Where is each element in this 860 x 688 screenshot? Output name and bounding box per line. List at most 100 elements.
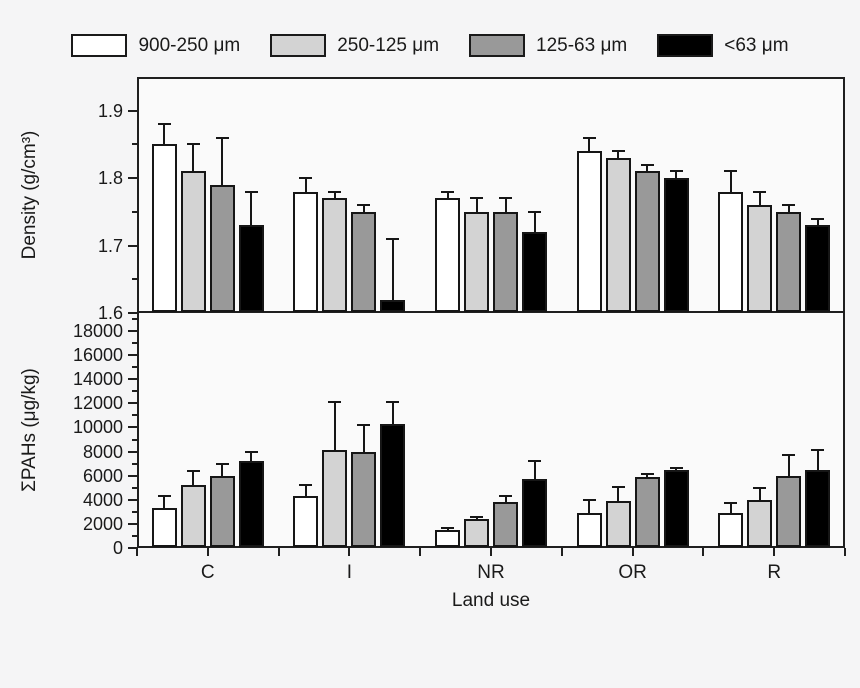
bar-C-900-250 μm bbox=[151, 508, 177, 547]
bar-I-<63 μm bbox=[380, 423, 406, 547]
x-tick bbox=[844, 548, 846, 556]
y-minor-tick bbox=[132, 462, 137, 465]
error-bar-stem bbox=[362, 205, 365, 212]
x-category-label: OR bbox=[618, 562, 647, 583]
y-major-tick bbox=[128, 547, 137, 549]
error-bar-cap bbox=[753, 190, 767, 193]
bar-OR-125-63 μm bbox=[634, 171, 660, 312]
y-tick-label: 16000 bbox=[72, 345, 123, 366]
legend-label: 250-125 μm bbox=[337, 35, 440, 56]
y-major-tick bbox=[128, 378, 137, 381]
y-tick-label: 12000 bbox=[72, 393, 123, 414]
y-major-tick bbox=[128, 312, 137, 314]
bar-NR-125-63 μm bbox=[493, 211, 518, 312]
error-bar-cap bbox=[157, 123, 171, 126]
legend-swatch-under-63 bbox=[657, 34, 714, 57]
x-category-label: C bbox=[200, 562, 215, 583]
error-bar-cap bbox=[528, 460, 541, 463]
error-bar-cap bbox=[753, 486, 767, 489]
bar-OR-900-250 μm bbox=[576, 151, 602, 312]
error-bar-stem bbox=[304, 178, 307, 192]
y-minor-tick bbox=[132, 510, 137, 513]
error-bar-cap bbox=[669, 170, 683, 173]
error-bar-stem bbox=[475, 198, 478, 212]
y-minor-tick bbox=[132, 278, 137, 281]
x-category-label: I bbox=[346, 562, 353, 583]
y-major-tick bbox=[128, 426, 137, 429]
error-bar-stem bbox=[163, 496, 166, 509]
legend-swatch-900-250 bbox=[71, 34, 128, 57]
bar-NR-900-250 μm bbox=[435, 198, 460, 312]
bar-C-125-63 μm bbox=[209, 475, 235, 547]
error-bar-stem bbox=[304, 485, 307, 497]
y-minor-tick bbox=[132, 143, 137, 146]
error-bar-cap bbox=[640, 163, 654, 166]
error-bar-stem bbox=[192, 470, 195, 486]
x-tick bbox=[702, 548, 705, 556]
error-bar-cap bbox=[724, 170, 738, 173]
error-bar-cap bbox=[186, 143, 200, 146]
error-bar-cap bbox=[328, 401, 342, 404]
error-bar-cap bbox=[669, 466, 683, 469]
bar-OR-<63 μm bbox=[663, 178, 689, 312]
error-bar-cap bbox=[582, 498, 596, 501]
bar-R-900-250 μm bbox=[718, 513, 744, 547]
bar-C-250-125 μm bbox=[180, 171, 206, 312]
error-bar-cap bbox=[186, 469, 200, 472]
error-bar-cap bbox=[470, 197, 483, 200]
error-bar-cap bbox=[215, 136, 229, 139]
bar-OR-125-63 μm bbox=[634, 476, 660, 547]
y-minor-tick bbox=[132, 366, 137, 369]
bar-C-<63 μm bbox=[238, 461, 264, 547]
y-tick-label: 6000 bbox=[82, 465, 123, 486]
bar-R-125-63 μm bbox=[776, 475, 802, 547]
error-bar-cap bbox=[811, 449, 825, 452]
bar-NR-125-63 μm bbox=[493, 502, 518, 547]
error-bar-stem bbox=[787, 455, 790, 476]
error-bar-stem bbox=[333, 191, 336, 199]
x-tick bbox=[136, 548, 138, 556]
bar-NR-<63 μm bbox=[522, 232, 547, 312]
bar-I-250-125 μm bbox=[322, 198, 348, 312]
y-minor-tick bbox=[132, 414, 137, 417]
y-minor-tick bbox=[132, 486, 137, 489]
error-bar-stem bbox=[192, 144, 195, 172]
y-tick-label: 1.9 bbox=[97, 100, 123, 121]
error-bar-cap bbox=[811, 217, 825, 220]
error-bar-stem bbox=[758, 191, 761, 206]
x-tick bbox=[490, 548, 492, 556]
x-tick bbox=[348, 548, 351, 556]
bar-I-125-63 μm bbox=[351, 211, 377, 312]
error-bar-cap bbox=[386, 401, 400, 404]
bar-NR-900-250 μm bbox=[435, 529, 460, 547]
pahs-y-axis-label: ΣPAHs (μg/kg) bbox=[19, 368, 40, 492]
bar-I-250-125 μm bbox=[322, 450, 348, 547]
error-bar-cap bbox=[499, 197, 512, 200]
error-bar-stem bbox=[816, 218, 819, 226]
error-bar-cap bbox=[328, 190, 342, 193]
error-bar-cap bbox=[499, 495, 512, 498]
error-bar-stem bbox=[391, 238, 394, 300]
error-bar-stem bbox=[333, 402, 336, 451]
x-category-label: R bbox=[767, 562, 782, 583]
error-bar-cap bbox=[299, 484, 313, 487]
legend-label: 900-250 μm bbox=[138, 35, 241, 56]
y-minor-tick bbox=[132, 210, 137, 213]
error-bar-cap bbox=[215, 462, 229, 465]
y-tick-label: 1.6 bbox=[97, 303, 123, 323]
error-bar-stem bbox=[250, 451, 253, 462]
density-y-axis-label: Density (g/cm³) bbox=[19, 130, 40, 260]
bar-C-125-63 μm bbox=[209, 184, 235, 312]
y-tick-label: 4000 bbox=[82, 489, 123, 510]
y-major-tick bbox=[128, 109, 137, 112]
y-major-tick bbox=[128, 354, 137, 357]
error-bar-cap bbox=[357, 204, 371, 207]
bar-I-125-63 μm bbox=[351, 451, 377, 547]
error-bar-stem bbox=[504, 496, 507, 503]
bar-NR-<63 μm bbox=[522, 479, 547, 547]
error-bar-stem bbox=[533, 461, 536, 480]
bar-I-900-250 μm bbox=[293, 496, 319, 547]
error-bar-stem bbox=[675, 171, 678, 179]
